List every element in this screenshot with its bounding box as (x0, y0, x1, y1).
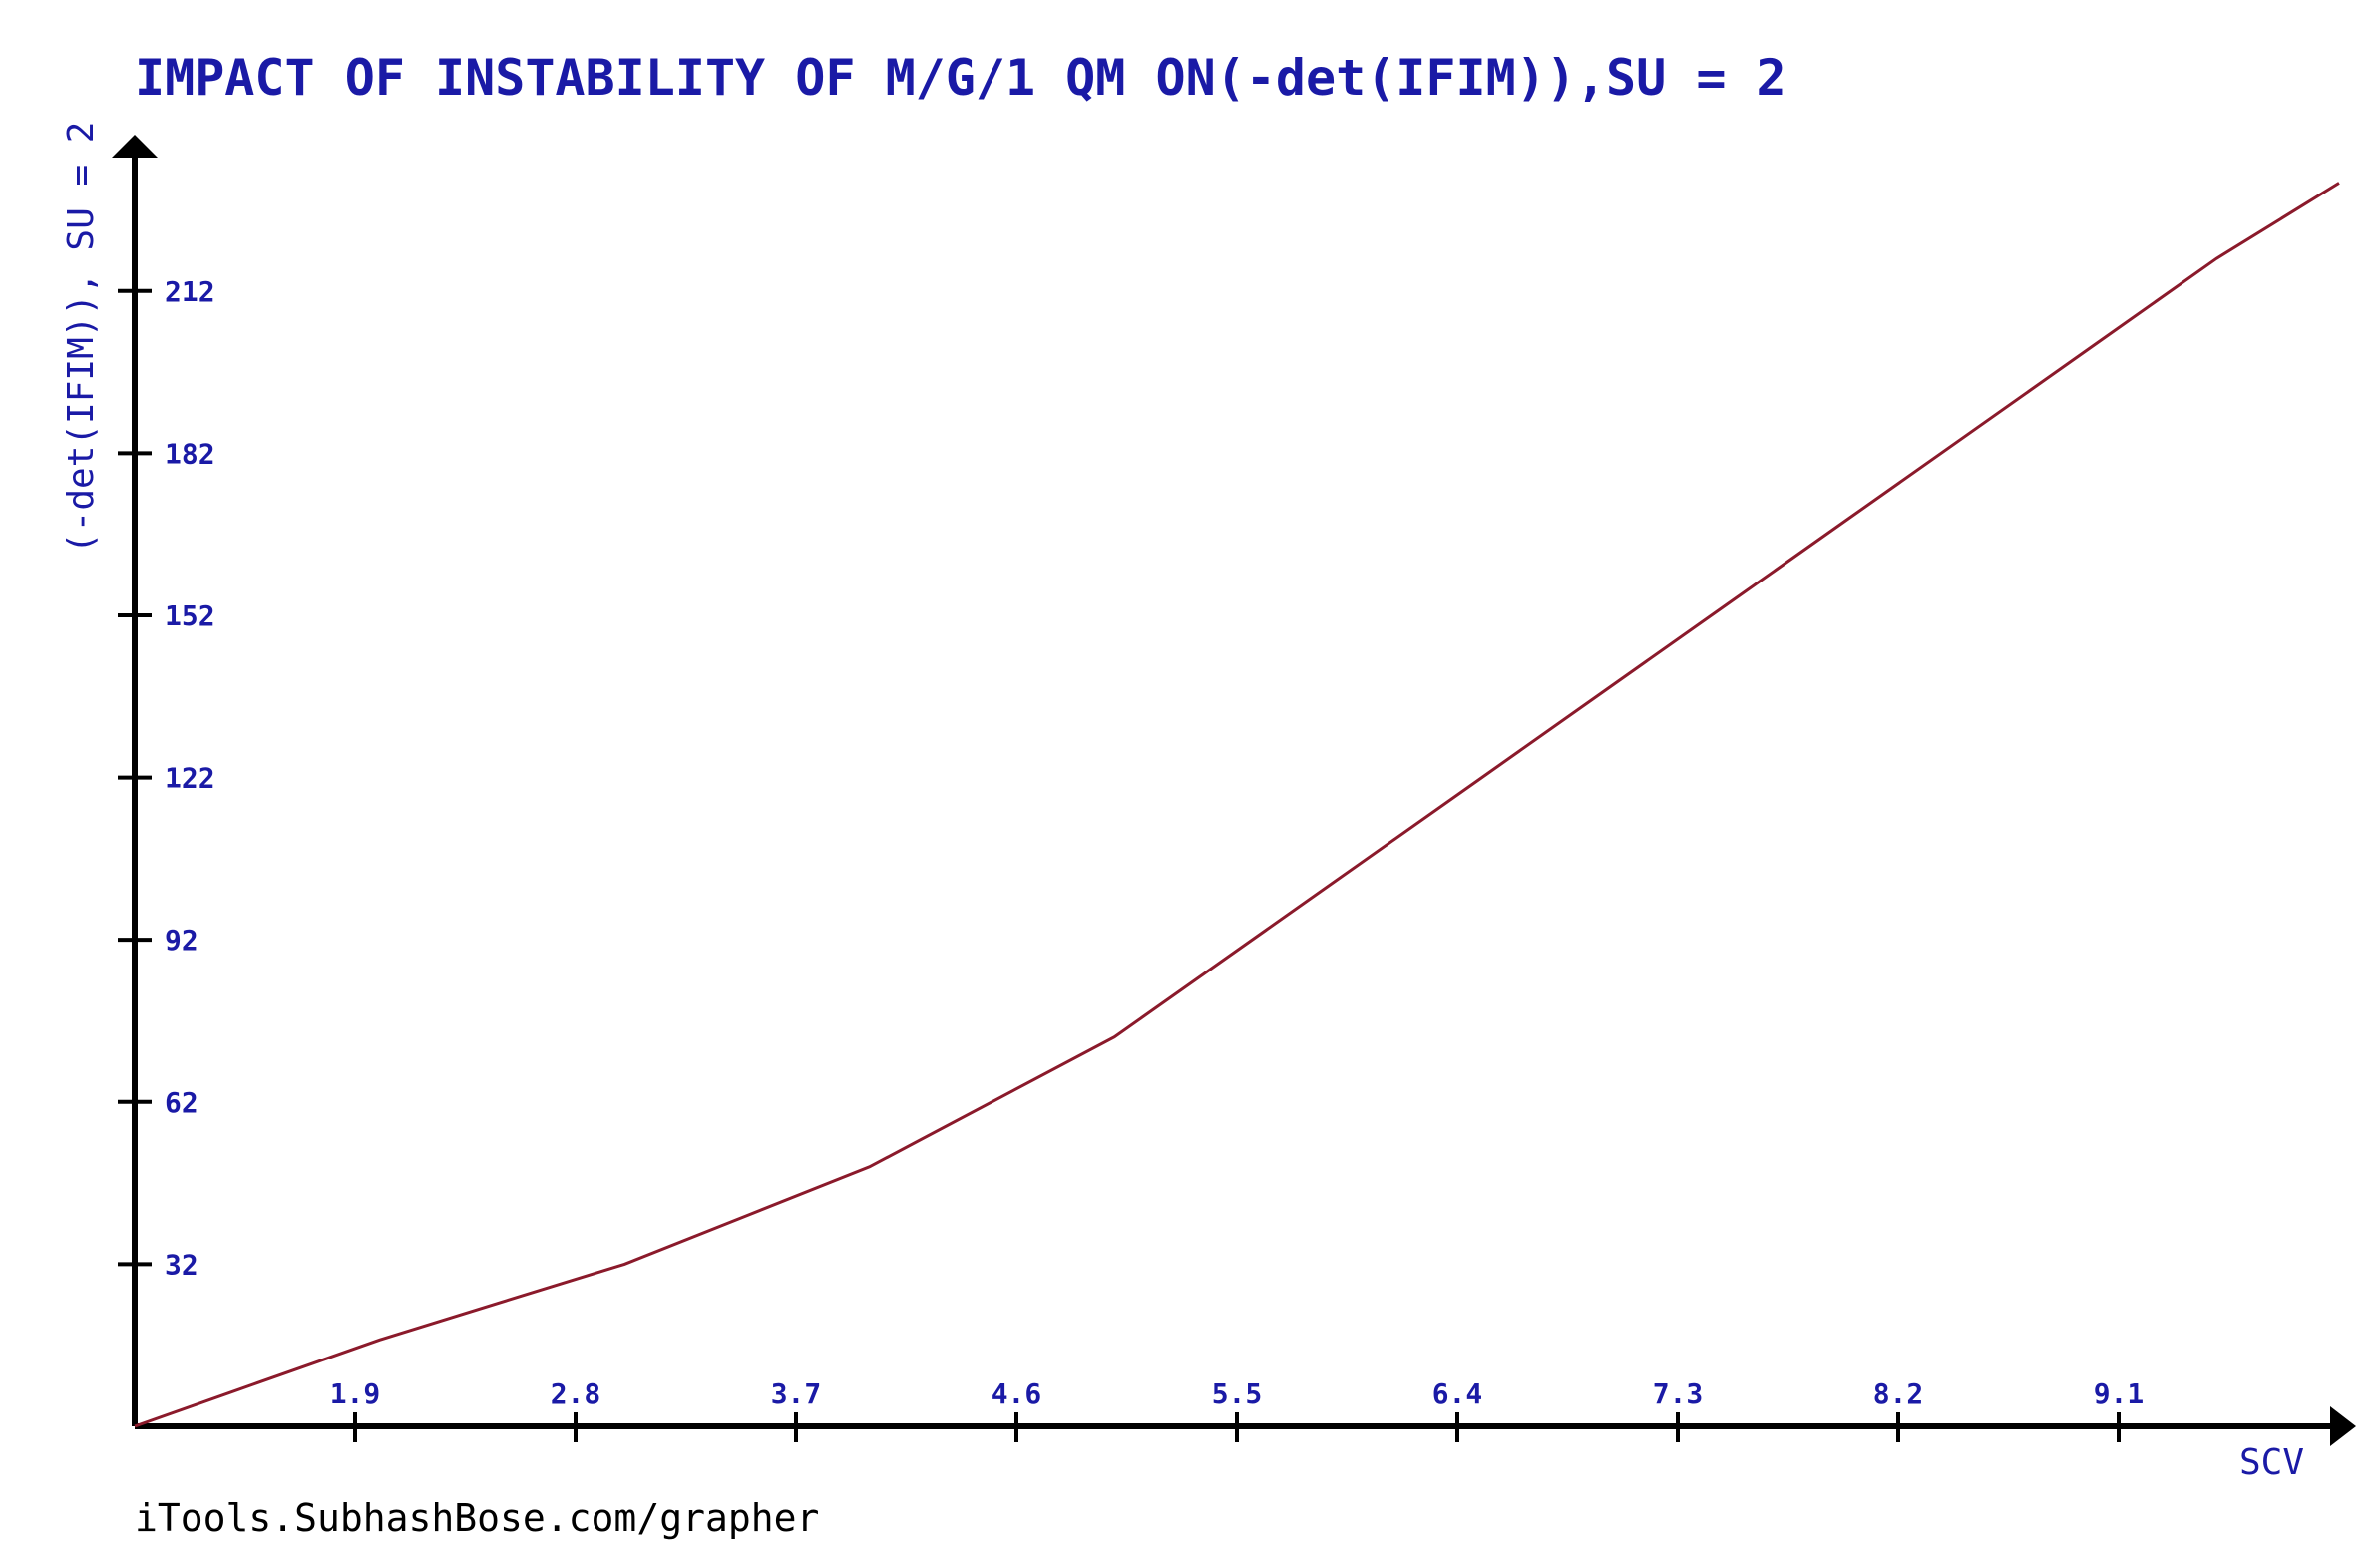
series-line (134, 182, 2340, 1428)
x-ticks: 1.9 2.8 3.7 4.6 5.5 6.4 7.3 8.2 9.1 (330, 1377, 2145, 1442)
x-tick-label: 3.7 (771, 1377, 822, 1410)
x-tick-label: 1.9 (330, 1377, 381, 1410)
y-tick-label: 92 (165, 924, 198, 957)
x-tick-label: 2.8 (551, 1377, 601, 1410)
x-tick-label: 6.4 (1432, 1377, 1483, 1410)
y-tick-label: 152 (165, 599, 215, 632)
y-tick-label: 212 (165, 275, 215, 308)
y-tick-label: 32 (165, 1248, 198, 1281)
y-tick-label: 62 (165, 1086, 198, 1119)
y-axis-label: (-det(IFIM)), SU = 2 (61, 122, 102, 554)
x-axis-label: SCV (2239, 1442, 2304, 1483)
x-tick-label: 9.1 (2094, 1377, 2145, 1410)
x-tick-label: 7.3 (1653, 1377, 1704, 1410)
x-tick-label: 5.5 (1212, 1377, 1263, 1410)
y-ticks: 32 62 92 122 152 182 212 (118, 275, 215, 1281)
y-tick-label: 182 (165, 437, 215, 470)
x-tick-label: 4.6 (992, 1377, 1042, 1410)
y-axis-arrow (112, 135, 158, 158)
y-axis (112, 135, 158, 1426)
series-layer (134, 182, 2340, 1428)
credit-text: iTools.SubhashBose.com/grapher (135, 1496, 819, 1540)
x-axis (135, 1406, 2356, 1446)
x-axis-arrow (2330, 1406, 2356, 1446)
y-tick-label: 122 (165, 762, 215, 795)
x-tick-label: 8.2 (1873, 1377, 1924, 1410)
chart-title: IMPACT OF INSTABILITY OF M/G/1 QM ON(-de… (135, 49, 1786, 107)
